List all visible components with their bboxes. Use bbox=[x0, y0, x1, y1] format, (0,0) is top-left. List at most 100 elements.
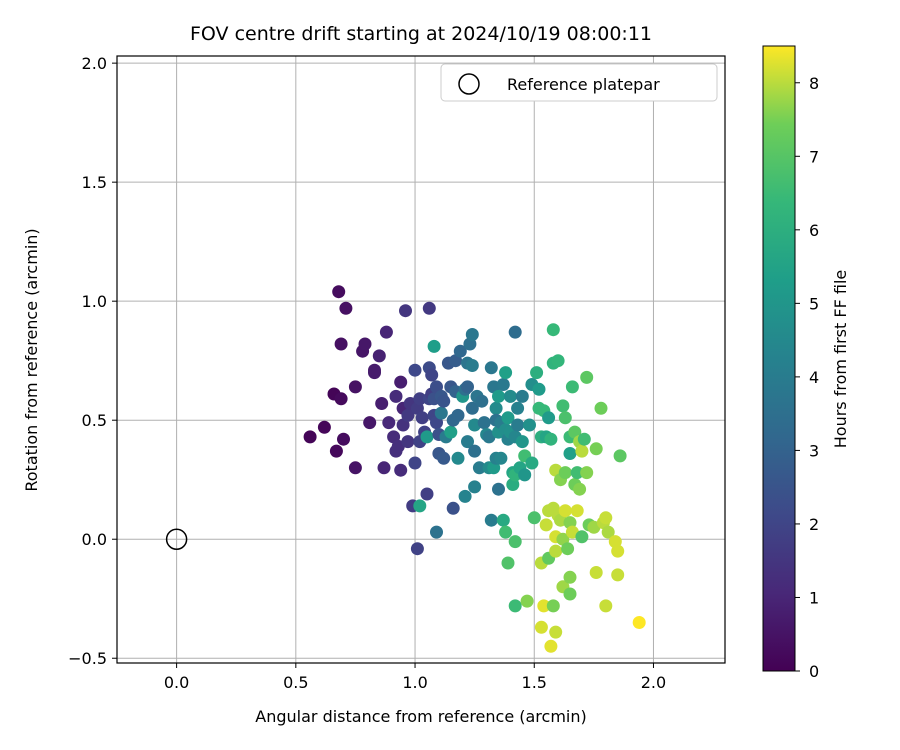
data-point bbox=[549, 544, 563, 558]
colorbar-tick-label: 5 bbox=[809, 294, 819, 313]
data-point bbox=[425, 368, 439, 382]
data-point bbox=[334, 392, 348, 406]
x-tick-label: 2.0 bbox=[641, 673, 666, 692]
data-point bbox=[468, 444, 482, 458]
data-point bbox=[477, 416, 491, 430]
data-point bbox=[446, 501, 460, 515]
colorbar-tick-label: 1 bbox=[809, 588, 819, 607]
data-point bbox=[494, 451, 508, 465]
data-point bbox=[565, 380, 579, 394]
data-point bbox=[339, 301, 353, 315]
data-point bbox=[542, 411, 556, 425]
data-point bbox=[632, 616, 646, 629]
data-point bbox=[575, 530, 589, 544]
data-point bbox=[611, 544, 625, 558]
data-point bbox=[570, 504, 584, 518]
reference-platepar-marker bbox=[165, 528, 188, 550]
data-point bbox=[465, 359, 479, 372]
y-tick-label: 0.5 bbox=[82, 411, 107, 430]
data-point bbox=[530, 366, 544, 380]
data-point bbox=[465, 328, 479, 341]
x-tick-label: 1.0 bbox=[402, 673, 427, 692]
data-point bbox=[394, 375, 408, 389]
data-point bbox=[382, 416, 396, 430]
x-tick-label: 0.5 bbox=[283, 673, 308, 692]
data-point bbox=[523, 418, 536, 432]
data-point bbox=[444, 425, 458, 439]
data-point bbox=[468, 480, 482, 494]
data-point bbox=[408, 456, 422, 470]
data-point bbox=[558, 466, 572, 480]
data-point bbox=[563, 587, 577, 601]
data-point bbox=[413, 392, 427, 406]
colorbar-ticks: 0 1 2 3 4 5 6 7 8 bbox=[795, 74, 819, 681]
data-point bbox=[451, 451, 465, 465]
data-point bbox=[394, 463, 408, 477]
data-point bbox=[434, 406, 448, 420]
data-point bbox=[348, 461, 362, 475]
data-points bbox=[303, 285, 646, 653]
data-point bbox=[501, 411, 515, 425]
data-point bbox=[501, 556, 515, 570]
data-point bbox=[465, 401, 479, 415]
data-point bbox=[551, 354, 565, 368]
data-point bbox=[461, 380, 474, 394]
data-point bbox=[549, 625, 563, 639]
data-point bbox=[601, 525, 615, 539]
x-tick-label: 0.0 bbox=[164, 673, 189, 692]
data-point bbox=[437, 451, 451, 465]
data-point bbox=[563, 447, 577, 460]
data-point bbox=[458, 489, 472, 503]
reference-marker-group bbox=[165, 528, 188, 550]
y-tick-label: 1.0 bbox=[82, 292, 107, 311]
data-point bbox=[518, 468, 532, 482]
data-point bbox=[534, 620, 548, 634]
data-point bbox=[546, 599, 560, 613]
data-point bbox=[391, 439, 405, 453]
data-point bbox=[437, 394, 451, 408]
data-point bbox=[520, 594, 534, 608]
data-point bbox=[537, 599, 551, 613]
legend: Reference platepar bbox=[440, 63, 718, 102]
data-point bbox=[399, 304, 412, 318]
data-point bbox=[475, 394, 489, 408]
data-point bbox=[573, 482, 587, 496]
data-point bbox=[611, 568, 625, 582]
colorbar-tick-label: 7 bbox=[809, 147, 819, 166]
data-point bbox=[580, 466, 594, 480]
data-point bbox=[420, 430, 434, 444]
data-point bbox=[556, 399, 570, 413]
data-point bbox=[484, 361, 498, 375]
data-point bbox=[558, 411, 572, 425]
data-point bbox=[561, 542, 575, 556]
data-point bbox=[363, 416, 377, 430]
data-point bbox=[575, 444, 589, 458]
data-point bbox=[544, 432, 558, 446]
y-tick-label: −0.5 bbox=[68, 649, 107, 668]
y-axis-label: Rotation from reference (arcmin) bbox=[22, 228, 41, 491]
data-point bbox=[577, 432, 591, 446]
data-point bbox=[496, 378, 510, 391]
data-point bbox=[499, 366, 513, 380]
data-point bbox=[589, 442, 603, 456]
legend-reference-marker bbox=[458, 73, 480, 95]
data-point bbox=[348, 380, 362, 394]
data-point bbox=[303, 430, 317, 444]
colorbar-tick-label: 3 bbox=[809, 441, 819, 460]
data-point bbox=[580, 370, 594, 384]
legend-box bbox=[440, 63, 718, 102]
legend-reference-label: Reference platepar bbox=[507, 75, 660, 94]
data-point bbox=[401, 435, 415, 449]
y-tick-label: 1.5 bbox=[82, 173, 107, 192]
data-point bbox=[492, 482, 505, 496]
data-point bbox=[589, 566, 603, 579]
x-axis-label: Angular distance from reference (arcmin) bbox=[255, 707, 586, 726]
data-point bbox=[413, 499, 427, 513]
colorbar: 0 1 2 3 4 5 6 7 8 Hours from first FF file bbox=[762, 45, 850, 681]
data-point bbox=[499, 525, 513, 539]
data-point bbox=[396, 418, 410, 432]
colorbar-tick-label: 6 bbox=[809, 221, 819, 240]
data-point bbox=[613, 449, 627, 463]
data-point bbox=[496, 513, 510, 527]
data-point bbox=[334, 337, 348, 351]
